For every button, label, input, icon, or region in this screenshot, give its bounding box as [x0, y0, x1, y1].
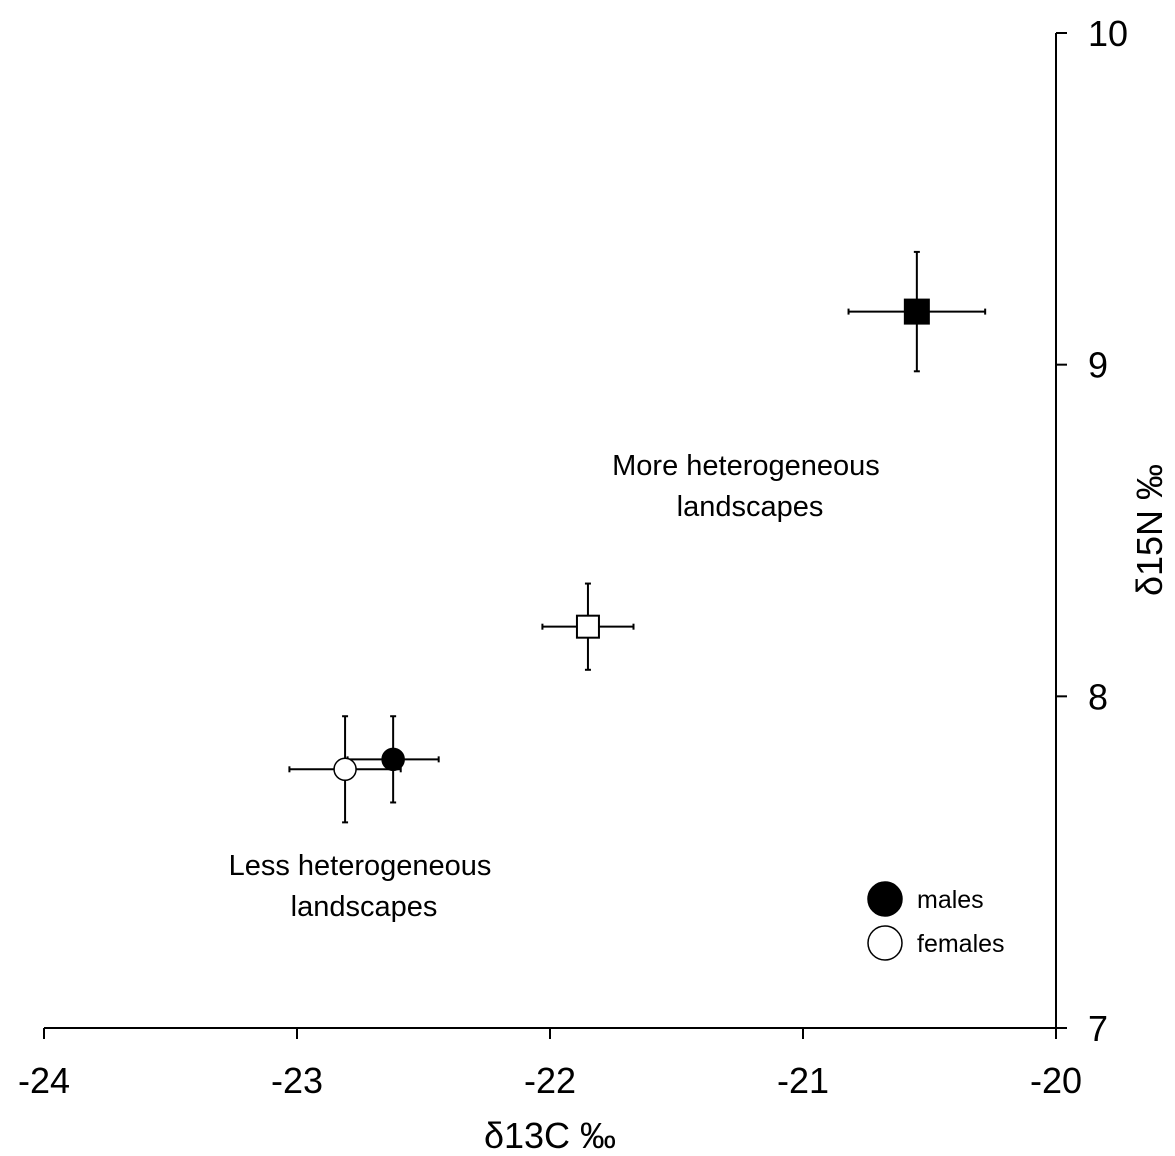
- y-tick-label: 10: [1088, 13, 1128, 54]
- x-tick-label: -21: [777, 1060, 829, 1101]
- data-point-males-less: [381, 747, 405, 772]
- data-points: [333, 298, 930, 782]
- annotation-less-line-2: landscapes: [291, 891, 438, 923]
- data-point-females-less: [333, 757, 357, 782]
- y-tick-label: 9: [1088, 345, 1108, 386]
- annotation-less-line-1: Less heterogeneous: [229, 850, 492, 882]
- annotation-less-heterogeneous: Less heterogeneous landscapes: [229, 850, 500, 923]
- y-tick-label: 7: [1088, 1008, 1108, 1049]
- y-tick-label: 8: [1088, 676, 1108, 717]
- y-axis-title: δ15N ‰: [1129, 464, 1170, 596]
- annotation-more-heterogeneous: More heterogeneous landscapes: [612, 450, 888, 523]
- x-tick-label: -23: [271, 1060, 323, 1101]
- axes: [44, 33, 1057, 1029]
- data-point-females-more: [575, 614, 600, 639]
- ticks: -24 -23 -22 -21 -207 8 9 10: [18, 13, 1128, 1101]
- legend-marker-males: [867, 881, 903, 917]
- legend-label-females: females: [917, 930, 1005, 958]
- x-tick-label: -20: [1030, 1060, 1082, 1101]
- legend-marker-females: [867, 925, 903, 961]
- x-axis-title: δ13C ‰: [484, 1115, 616, 1156]
- legend: males females: [867, 881, 1005, 961]
- annotation-more-line-2: landscapes: [677, 491, 824, 523]
- legend-label-males: males: [917, 886, 984, 914]
- x-tick-label: -24: [18, 1060, 70, 1101]
- error-bars: [288, 250, 987, 824]
- data-point-males-more: [903, 298, 930, 325]
- annotation-more-line-1: More heterogeneous: [612, 450, 880, 482]
- x-tick-label: -22: [524, 1060, 576, 1101]
